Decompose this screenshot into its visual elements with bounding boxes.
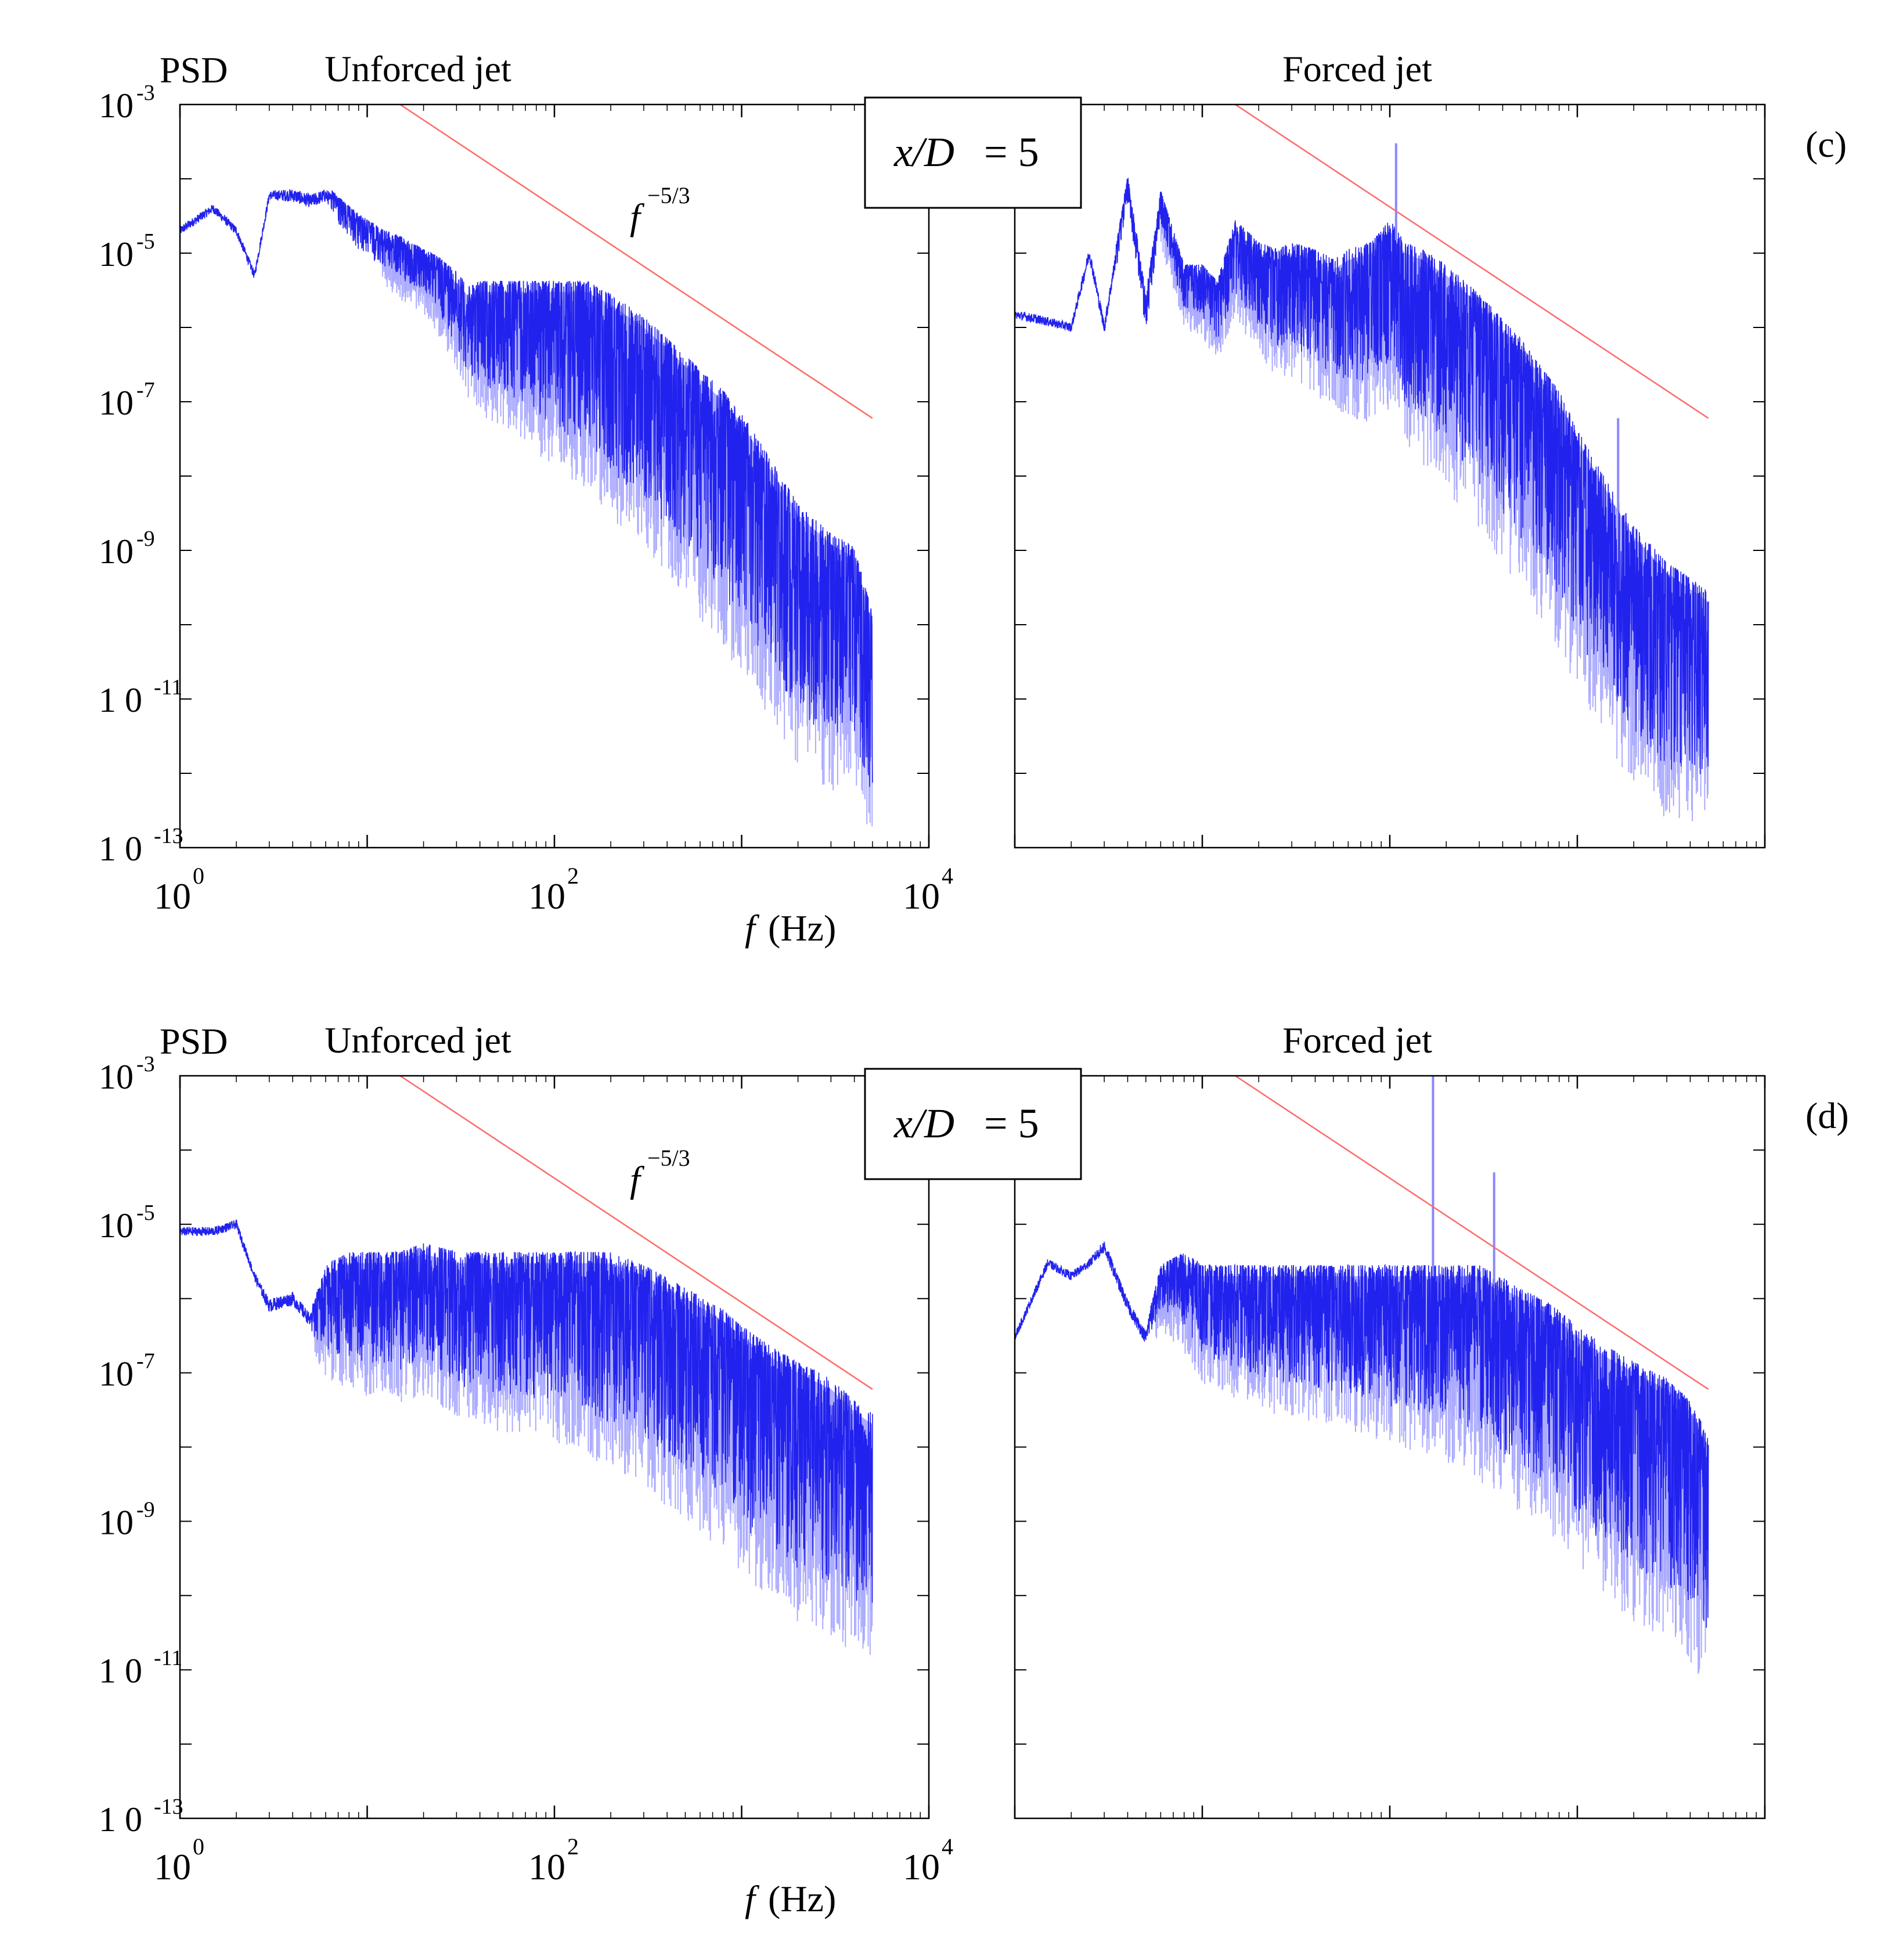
- x-tick-label: 10: [154, 875, 191, 917]
- subplot-title: Forced jet: [1282, 48, 1432, 89]
- x-tick-label-exponent: 0: [193, 863, 204, 889]
- y-tick-label: 10: [99, 235, 134, 273]
- y-tick-label-exponent: -11: [154, 1646, 182, 1670]
- spectrum-trace-0-1: [1015, 105, 1709, 822]
- position-label-box: [864, 96, 1082, 209]
- position-variable: x/D: [893, 129, 954, 175]
- x-axis-unit: (Hz): [768, 907, 836, 949]
- panel-label: (c): [1805, 124, 1847, 165]
- x-tick-label-exponent: 4: [942, 1833, 953, 1860]
- y-tick-label-exponent: -9: [136, 1497, 155, 1522]
- position-value: = 5: [984, 129, 1039, 175]
- x-tick-label-exponent: 4: [942, 863, 953, 889]
- y-tick-label-exponent: -5: [136, 1201, 155, 1225]
- x-tick-label: 10: [528, 875, 565, 917]
- x-axis-unit: (Hz): [768, 1878, 836, 1919]
- y-tick-label: 1 0: [99, 1652, 142, 1690]
- y-tick-label-exponent: -7: [136, 378, 155, 402]
- x-tick-label: 10: [903, 875, 940, 917]
- position-label-box: [864, 1068, 1082, 1180]
- slope-reference-line: [399, 1076, 873, 1390]
- x-tick-label: 10: [903, 1846, 940, 1887]
- y-tick-label-exponent: -3: [136, 1052, 155, 1076]
- panel-label: (d): [1805, 1095, 1849, 1136]
- y-tick-label-exponent: -13: [154, 824, 183, 848]
- traces-layer: [180, 105, 1709, 1674]
- y-tick-label-exponent: -9: [136, 527, 155, 551]
- y-tick-label: 10: [99, 1503, 134, 1541]
- position-variable: x/D: [893, 1100, 954, 1147]
- spectrum-line: [180, 189, 873, 787]
- slope-reference-line: [1235, 1076, 1709, 1390]
- spectrum-trace-1-0: [180, 1076, 873, 1655]
- slope-reference-line: [1235, 105, 1709, 419]
- subplot-title: Unforced jet: [325, 1019, 511, 1061]
- y-tick-label: 10: [99, 1355, 134, 1393]
- y-tick-label-exponent: -7: [136, 1349, 155, 1374]
- y-tick-label: 1 0: [99, 681, 142, 719]
- x-tick-label-exponent: 2: [567, 863, 579, 889]
- x-tick-label: 10: [528, 1846, 565, 1887]
- y-tick-label: 10: [99, 1058, 134, 1096]
- spectrum-trace-1-1: [1015, 1076, 1709, 1674]
- subplot-title: Forced jet: [1282, 1019, 1432, 1061]
- x-tick-label-exponent: 0: [193, 1833, 204, 1860]
- subplot-title: Unforced jet: [325, 48, 511, 89]
- y-axis-label: PSD: [160, 49, 228, 91]
- slope-label-exponent: −5/3: [647, 1145, 690, 1171]
- spectrum-line: [1015, 178, 1709, 774]
- y-tick-label: 10: [99, 532, 134, 571]
- spectrum-trace-0-0: [180, 105, 873, 827]
- y-tick-label: 1 0: [99, 830, 142, 868]
- y-tick-label-exponent: -5: [136, 229, 155, 254]
- y-axis-label: PSD: [160, 1021, 228, 1062]
- slope-label-exponent: −5/3: [647, 182, 690, 208]
- x-tick-label-exponent: 2: [567, 1833, 579, 1860]
- y-tick-label-exponent: -11: [154, 675, 182, 700]
- slope-reference-line: [399, 105, 873, 419]
- y-tick-label: 10: [99, 87, 134, 125]
- y-tick-label-exponent: -3: [136, 81, 155, 105]
- y-tick-label: 10: [99, 1206, 134, 1245]
- position-value: = 5: [984, 1100, 1039, 1147]
- spectrum-line: [180, 1219, 873, 1603]
- y-tick-label: 10: [99, 384, 134, 422]
- axes-layer: [179, 103, 1766, 1820]
- y-tick-label-exponent: -13: [154, 1795, 183, 1819]
- y-tick-label: 1 0: [99, 1800, 142, 1839]
- spectrum-line: [1015, 1241, 1709, 1628]
- x-tick-label: 10: [154, 1846, 191, 1887]
